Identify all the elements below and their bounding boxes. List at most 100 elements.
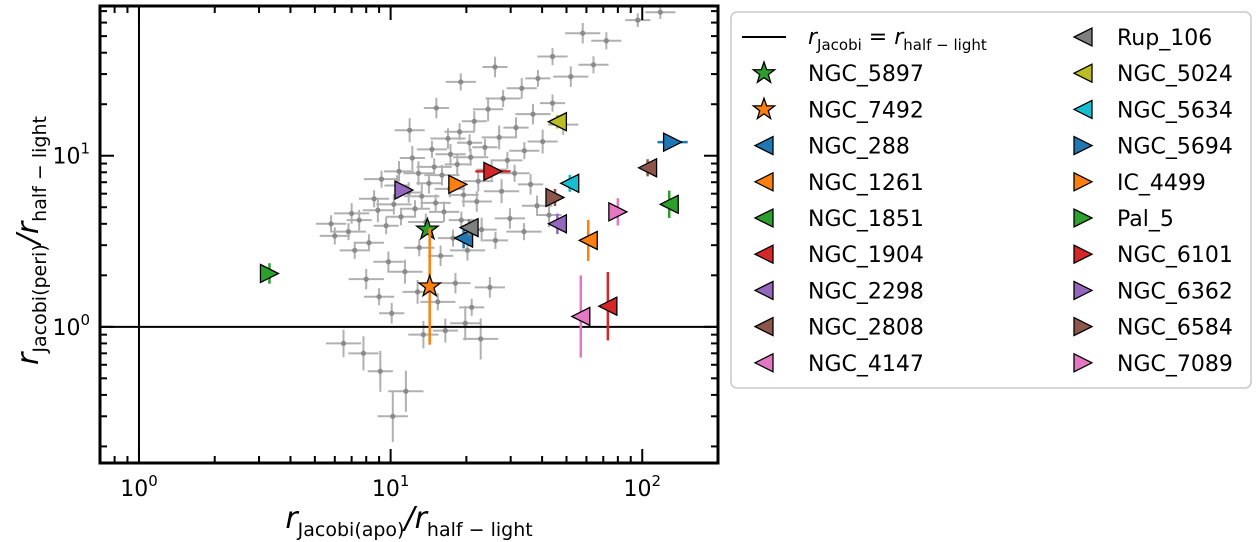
marker-NGC_2298 (546, 213, 568, 234)
bg-point-30 (396, 168, 402, 174)
legend-marker-NGC_7492 (751, 96, 777, 121)
bg-point-21 (496, 134, 502, 140)
bg-point-63 (377, 368, 383, 374)
bg-point-16 (460, 192, 467, 198)
x-tick-label-1: 101 (372, 472, 410, 502)
bg-point-13 (439, 172, 445, 178)
bg-point-92 (415, 170, 422, 176)
legend-label-NGC_5694: NGC_5694 (1117, 135, 1233, 160)
y-axis-label-sub1: Jacobi(peri) (29, 244, 51, 353)
bg-point-38 (519, 85, 525, 91)
legend-marker-NGC_5024 (1072, 63, 1093, 84)
y-tick-label-0: 100 (52, 311, 90, 341)
legend-marker-NGC_7089 (1073, 352, 1094, 373)
legend-label-NGC_2298: NGC_2298 (808, 279, 924, 304)
x-tick-exp-1: 1 (400, 472, 410, 490)
marker-NGC_1851 (658, 194, 679, 215)
bg-point-79 (433, 105, 439, 111)
legend: rJacobi = rhalf − light NGC_5897 NGC_7492 N… (730, 11, 1252, 389)
bg-point-27 (549, 100, 556, 106)
plot-frame (98, 4, 720, 465)
legend-label-IC_4499: IC_4499 (1117, 171, 1206, 196)
legend-marker-NGC_1261 (753, 171, 774, 192)
bg-point-51 (546, 212, 552, 218)
legend-label-NGC_5634: NGC_5634 (1117, 98, 1233, 123)
bg-point-10 (419, 193, 425, 199)
x-axis-label-div: /r (401, 501, 428, 536)
marker-NGC_1904 (597, 296, 618, 317)
legend-label-NGC_288: NGC_288 (808, 135, 910, 160)
legend-line-sub1: Jacobi (816, 36, 862, 54)
bg-point-90 (328, 221, 334, 227)
bg-point-72 (549, 53, 556, 60)
bg-point-93 (431, 164, 437, 170)
bg-point-19 (482, 144, 488, 150)
bg-point-42 (416, 245, 422, 251)
legend-marker-NGC_2298 (753, 280, 774, 301)
axis-ticks (99, 6, 718, 463)
error-bars (315, 6, 676, 442)
bg-point-32 (429, 146, 435, 152)
legend-line-main: r (808, 25, 819, 50)
bg-point-50 (534, 203, 540, 209)
bg-point-17 (468, 154, 474, 160)
marker-NGC_5634 (559, 173, 580, 194)
bg-point-88 (371, 196, 377, 202)
y-tick-base-1: 10 (52, 145, 80, 170)
bg-point-5 (383, 223, 389, 229)
bg-point-18 (475, 178, 481, 184)
bg-point-58 (452, 280, 459, 286)
bg-point-95 (466, 140, 473, 146)
legend-label-NGC_1851: NGC_1851 (808, 207, 924, 232)
bg-point-25 (530, 111, 536, 117)
bg-point-40 (385, 259, 392, 265)
bg-point-33 (445, 135, 451, 142)
marker-NGC_1261 (577, 230, 598, 251)
reference-lines (100, 6, 718, 463)
y-tick-label-1: 101 (52, 140, 90, 170)
bg-point-43 (438, 253, 444, 259)
legend-label-NGC_7492: NGC_7492 (808, 98, 924, 123)
bg-point-36 (485, 106, 491, 112)
bg-point-47 (492, 237, 499, 243)
bg-point-89 (349, 210, 355, 217)
bg-point-26 (540, 138, 546, 145)
bg-point-6 (391, 201, 397, 207)
legend-marker-NGC_6362 (1073, 280, 1094, 301)
bg-point-75 (635, 17, 641, 23)
legend-marker-NGC_1851 (753, 207, 774, 229)
marker-NGC_5024 (546, 111, 568, 132)
bg-point-55 (389, 310, 395, 316)
bg-point-82 (441, 209, 447, 215)
bg-point-46 (479, 227, 485, 233)
bg-point-52 (352, 247, 358, 253)
legend-line-eq: = r (862, 25, 905, 50)
bg-point-53 (363, 276, 369, 282)
marker-NGC_5897 (414, 216, 440, 241)
y-axis-label-div: /r (11, 220, 46, 247)
bg-point-24 (521, 148, 527, 154)
legend-marker-NGC_5897 (751, 59, 777, 84)
x-axis-label-sub1: Jacobi(apo) (297, 519, 405, 541)
bg-point-59 (469, 304, 475, 310)
background-points (328, 9, 663, 419)
x-tick-exp-2: 2 (651, 472, 661, 490)
legend-label-NGC_2808: NGC_2808 (808, 316, 924, 341)
legend-label-NGC_1904: NGC_1904 (808, 243, 924, 268)
y-axis-label: rJacobi(peri)/rhalf − light (11, 116, 51, 365)
legend-label-NGC_5024: NGC_5024 (1117, 62, 1233, 87)
legend-label-Pal_5: Pal_5 (1117, 207, 1174, 232)
bg-point-69 (478, 336, 484, 342)
bg-point-64 (390, 413, 396, 419)
x-tick-label-0: 100 (120, 472, 158, 502)
bg-point-94 (447, 151, 454, 157)
x-tick-label-2: 102 (623, 472, 661, 502)
marker-NGC_7492 (417, 273, 443, 298)
x-tick-base-2: 10 (623, 477, 651, 502)
bg-point-70 (458, 79, 464, 85)
legend-marker-Pal_5 (1073, 207, 1094, 229)
marker-NGC_5694 (662, 132, 684, 153)
bg-point-86 (512, 170, 518, 176)
